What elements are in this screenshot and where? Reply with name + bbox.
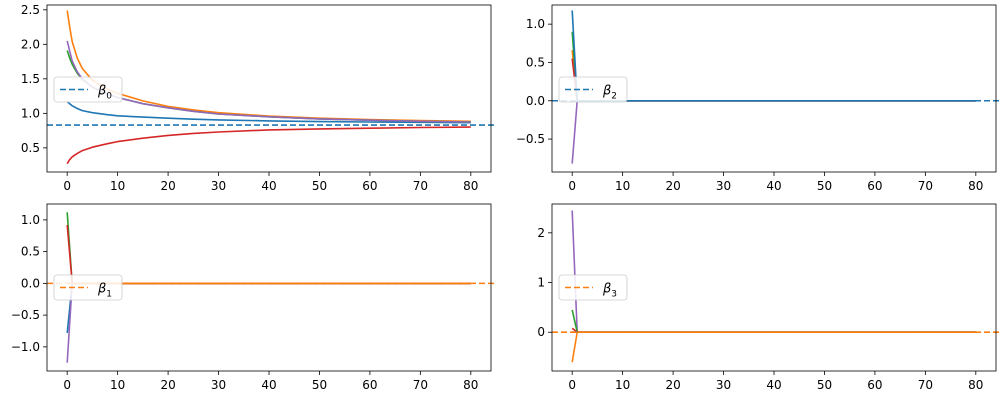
- x-tick-label: 80: [968, 179, 983, 193]
- x-tick-label: 10: [110, 179, 125, 193]
- x-tick-label: 0: [568, 378, 576, 392]
- x-tick-label: 70: [918, 378, 933, 392]
- x-tick-label: 80: [968, 378, 983, 392]
- y-tick-label: 0.5: [526, 55, 545, 69]
- panel-beta-1: 0 10 20 30 40 50 60 70 80 −1.0 −0.5 0.0 0.5 1.0 β1: [11, 203, 497, 392]
- y-tick-label: −0.5: [11, 308, 40, 322]
- series-line-0: [66, 282, 471, 333]
- x-tick-label: 20: [665, 179, 680, 193]
- x-tick-label: 30: [211, 179, 226, 193]
- legend: β2: [558, 76, 628, 103]
- series-line-3: [66, 224, 471, 285]
- plot-area: [571, 210, 976, 363]
- legend-label: β1: [97, 282, 112, 300]
- series-line-1: [66, 282, 471, 363]
- series-line-4: [571, 331, 976, 363]
- x-tick-label: 70: [413, 179, 428, 193]
- y-tick-label: −0.5: [516, 132, 545, 146]
- panel-beta-2: 0 10 20 30 40 50 60 70 80 −0.5 0.0 0.5 1.0 β2: [516, 4, 1000, 193]
- x-tick-label: 40: [766, 179, 781, 193]
- y-tick-label: 0.0: [526, 94, 545, 108]
- x-tick-label: 50: [817, 378, 832, 392]
- x-tick-label: 60: [867, 179, 882, 193]
- series-line-1: [571, 309, 976, 334]
- x-tick-label: 20: [665, 378, 680, 392]
- y-tick-label: 2.5: [21, 3, 40, 17]
- y-tick-label: 1.0: [526, 17, 545, 31]
- series-line-4: [571, 10, 976, 102]
- series-line-0: [66, 100, 471, 124]
- x-tick-label: 10: [615, 179, 630, 193]
- x-tick-label: 30: [716, 179, 731, 193]
- x-tick-label: 0: [63, 378, 71, 392]
- panel-beta-0: 0 10 20 30 40 50 60 70 80 0.5 1.0 1.5 2.0 2.5 β0: [21, 3, 497, 193]
- y-tick-label: 2.0: [21, 37, 40, 51]
- legend-label: β2: [602, 84, 617, 102]
- x-tick-label: 70: [413, 378, 428, 392]
- x-tick-label: 40: [261, 378, 276, 392]
- legend: β3: [558, 274, 628, 301]
- plot-area: [66, 10, 471, 165]
- y-tick-label: 0.5: [21, 141, 40, 155]
- series-line-3: [66, 126, 471, 165]
- x-tick-label: 50: [312, 378, 327, 392]
- x-tick-label: 0: [568, 179, 576, 193]
- y-tick-label: 0.0: [21, 276, 40, 290]
- x-tick-label: 70: [918, 179, 933, 193]
- y-tick-label: 0: [537, 325, 545, 339]
- series-line-1: [571, 31, 976, 102]
- y-tick-label: 1.0: [21, 106, 40, 120]
- x-tick-label: 0: [63, 179, 71, 193]
- legend: β1: [53, 274, 123, 301]
- plot-area: [66, 212, 471, 363]
- y-tick-label: −1.0: [11, 340, 40, 354]
- x-tick-label: 20: [160, 378, 175, 392]
- x-tick-label: 30: [211, 378, 226, 392]
- plot-area: [571, 10, 976, 164]
- x-tick-label: 60: [362, 378, 377, 392]
- series-line-2: [571, 58, 976, 102]
- series-line-2: [66, 212, 471, 285]
- legend: β0: [53, 76, 123, 103]
- panel-beta-3: 0 10 20 30 40 50 60 70 80 0 1 2 β3: [537, 203, 1000, 392]
- y-tick-label: 1: [537, 276, 545, 290]
- x-tick-label: 20: [160, 179, 175, 193]
- x-tick-label: 30: [716, 378, 731, 392]
- series-line-4: [66, 40, 471, 123]
- y-tick-label: 1.0: [21, 213, 40, 227]
- series-line-3: [571, 100, 976, 164]
- x-tick-label: 80: [463, 378, 478, 392]
- x-tick-label: 50: [312, 179, 327, 193]
- series-line-2: [66, 50, 471, 123]
- y-tick-label: 2: [537, 226, 545, 240]
- x-tick-label: 40: [261, 179, 276, 193]
- x-tick-label: 60: [867, 378, 882, 392]
- y-tick-label: 1.5: [21, 72, 40, 86]
- x-tick-label: 80: [463, 179, 478, 193]
- series-line-0: [571, 50, 976, 102]
- series-line-1: [66, 10, 471, 123]
- x-tick-label: 40: [766, 378, 781, 392]
- x-tick-label: 10: [110, 378, 125, 392]
- legend-label: β0: [97, 84, 112, 102]
- x-tick-label: 10: [615, 378, 630, 392]
- y-tick-label: 0.5: [21, 245, 40, 259]
- x-tick-label: 60: [362, 179, 377, 193]
- legend-label: β3: [602, 282, 617, 300]
- series-line-0: [571, 210, 976, 334]
- x-tick-label: 50: [817, 179, 832, 193]
